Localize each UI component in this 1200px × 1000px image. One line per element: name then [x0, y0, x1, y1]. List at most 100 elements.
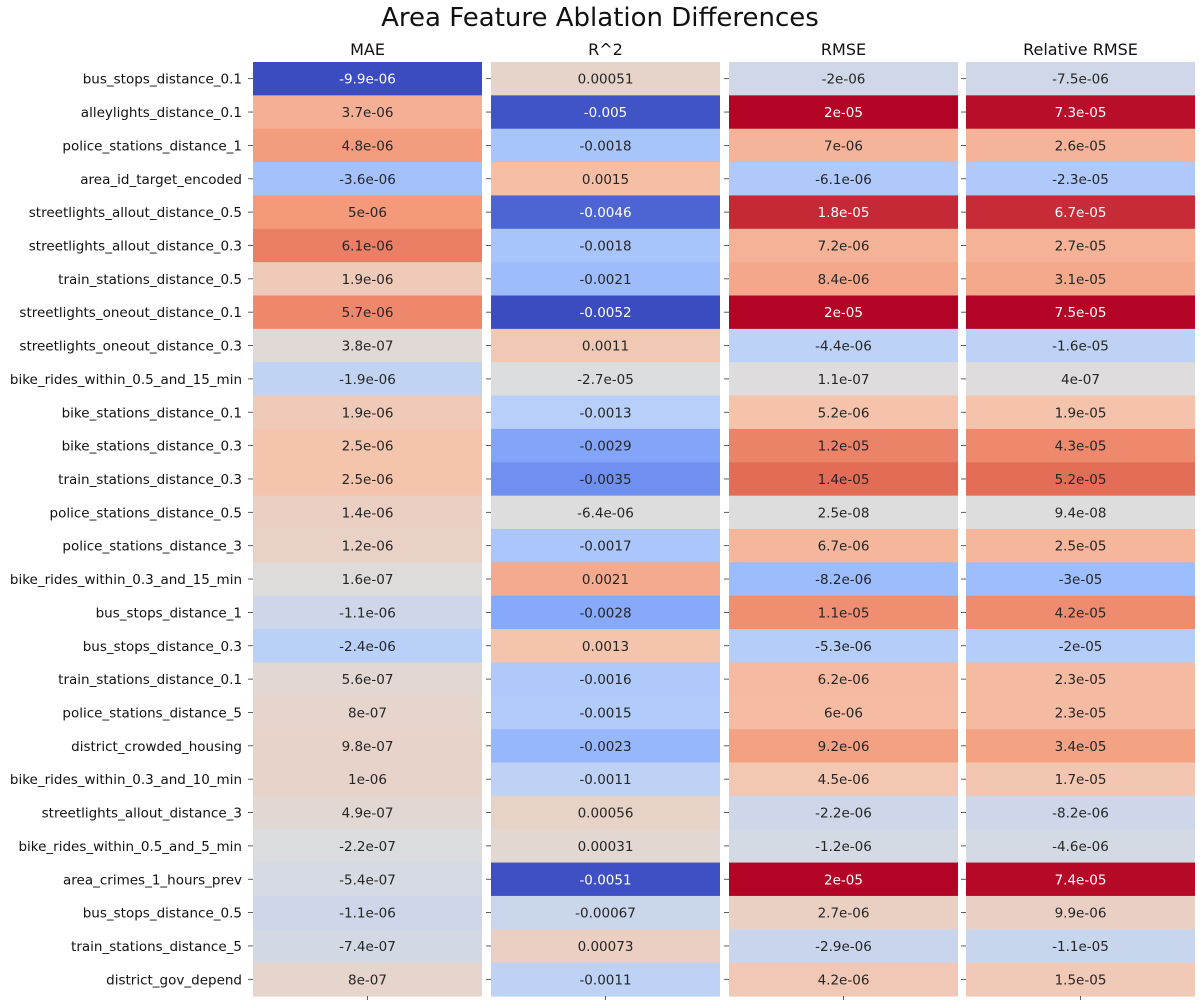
cell-label: -0.0018: [579, 138, 631, 154]
row-label: train_stations_distance_0.1: [58, 672, 242, 688]
heatmap-cell: [253, 529, 482, 563]
row-label: area_id_target_encoded: [80, 172, 242, 188]
heatmap-cell: [966, 295, 1195, 330]
cell-label: -0.0051: [579, 872, 631, 888]
cell-label: 9.8e-07: [342, 739, 394, 755]
heatmap-cell: [966, 862, 1195, 897]
heatmap-cell: [491, 362, 720, 397]
heatmap-cell: [253, 962, 482, 997]
heatmap-cell: [491, 95, 720, 130]
heatmap-cell: [253, 295, 482, 330]
heatmap-cell: [253, 95, 482, 130]
heatmap-cell: [729, 829, 958, 864]
heatmap-cell: [253, 128, 482, 163]
cell-label: 5.6e-07: [342, 672, 394, 688]
heatmap-cell: [491, 428, 720, 463]
heatmap-cell: [491, 562, 720, 597]
heatmap-cell: [491, 895, 720, 930]
heatmap-cell: [729, 362, 958, 397]
heatmap-cell: [729, 695, 958, 730]
heatmap-cell: [729, 462, 958, 497]
heatmap-cell: [966, 629, 1195, 664]
cell-label: 0.0013: [582, 639, 629, 655]
cell-label: 7.2e-06: [818, 238, 870, 254]
cell-label: -2.4e-06: [339, 639, 396, 655]
heatmap-cell: [491, 395, 720, 430]
cell-label: 3.1e-05: [1055, 272, 1107, 288]
heatmap-cell: [491, 595, 720, 630]
heatmap-cell: [253, 629, 482, 664]
cell-label: 2.7e-06: [818, 906, 870, 922]
cell-label: 0.0021: [582, 572, 629, 588]
cell-label: 7e-06: [824, 138, 863, 154]
heatmap-cell: [966, 362, 1195, 397]
heatmap-cell: [966, 529, 1195, 563]
heatmap-cell: [491, 262, 720, 297]
cell-label: 8e-07: [348, 972, 387, 988]
cell-label: -3e-05: [1059, 572, 1103, 588]
heatmap-cell: [491, 729, 720, 764]
heatmap-cell: [253, 195, 482, 230]
row-label: area_crimes_1_hours_prev: [63, 872, 242, 888]
heatmap-cell: [491, 762, 720, 797]
cell-label: 2.3e-05: [1055, 705, 1107, 721]
row-label: streetlights_allout_distance_0.5: [29, 205, 242, 221]
cell-label: -0.0052: [579, 305, 631, 321]
heatmap-cell: [491, 195, 720, 230]
cell-label: -1.6e-05: [1052, 339, 1109, 355]
heatmap-cell: [253, 562, 482, 597]
heatmap-cell: [729, 295, 958, 330]
row-label: bus_stops_distance_0.3: [83, 639, 242, 655]
row-label: bus_stops_distance_0.1: [83, 72, 242, 88]
cell-label: 5.2e-05: [1055, 472, 1107, 488]
row-label: streetlights_allout_distance_0.3: [29, 238, 242, 254]
cell-label: -0.0021: [579, 272, 631, 288]
heatmap-cell: [966, 695, 1195, 730]
cell-label: 9.9e-06: [1055, 906, 1107, 922]
cell-label: -2e-06: [822, 72, 866, 88]
heatmap-cell: [253, 362, 482, 397]
heatmap-cell: [966, 128, 1195, 163]
cell-label: 4.9e-07: [342, 806, 394, 822]
heatmap-cell: [491, 662, 720, 697]
cell-label: -7.4e-07: [339, 939, 396, 955]
panel-title: R^2: [588, 40, 623, 59]
heatmap-cell: [966, 428, 1195, 463]
row-label: bike_rides_within_0.3_and_15_min: [10, 572, 242, 588]
row-label: police_stations_distance_3: [62, 539, 242, 555]
heatmap-cell: [253, 595, 482, 630]
heatmap-cell: [729, 395, 958, 430]
cell-label: -2e-05: [1059, 639, 1103, 655]
heatmap-cell: [966, 562, 1195, 597]
cell-label: 3.8e-07: [342, 339, 394, 355]
cell-label: -5.4e-07: [339, 872, 396, 888]
cell-label: 3.4e-05: [1055, 739, 1107, 755]
row-label: train_stations_distance_5: [71, 939, 242, 955]
heatmap-cell: [491, 829, 720, 864]
cell-label: -0.0046: [579, 205, 631, 221]
heatmap-cell: [729, 629, 958, 664]
heatmap-cell: [729, 162, 958, 197]
cell-label: -1.1e-05: [1052, 939, 1109, 955]
cell-label: 1.7e-05: [1055, 772, 1107, 788]
cell-label: 2.5e-06: [342, 439, 394, 455]
cell-label: -0.0028: [579, 605, 631, 621]
heatmap-cell: [491, 295, 720, 330]
cell-label: 5.2e-06: [818, 405, 870, 421]
row-label: bus_stops_distance_0.5: [83, 906, 242, 922]
heatmap-cell: [491, 529, 720, 563]
row-label: bike_rides_within_0.5_and_5_min: [18, 839, 242, 855]
panel-title: MAE: [350, 40, 385, 59]
heatmap-cell: [491, 962, 720, 997]
panel-1: R^2 0.00051 -0.005 -0.0018 0.0015 -0.0046 -0.0…: [486, 40, 720, 1000]
cell-label: 4.3e-05: [1055, 439, 1107, 455]
heatmap-cell: [253, 328, 482, 363]
cell-label: 0.00056: [578, 806, 634, 822]
heatmap-cell: [966, 228, 1195, 263]
heatmap-cell: [966, 395, 1195, 430]
cell-label: 2.7e-05: [1055, 238, 1107, 254]
heatmap-cell: [491, 862, 720, 897]
heatmap-cell: [491, 328, 720, 363]
cell-label: 7.5e-05: [1055, 305, 1107, 321]
cell-label: 6.7e-05: [1055, 205, 1107, 221]
